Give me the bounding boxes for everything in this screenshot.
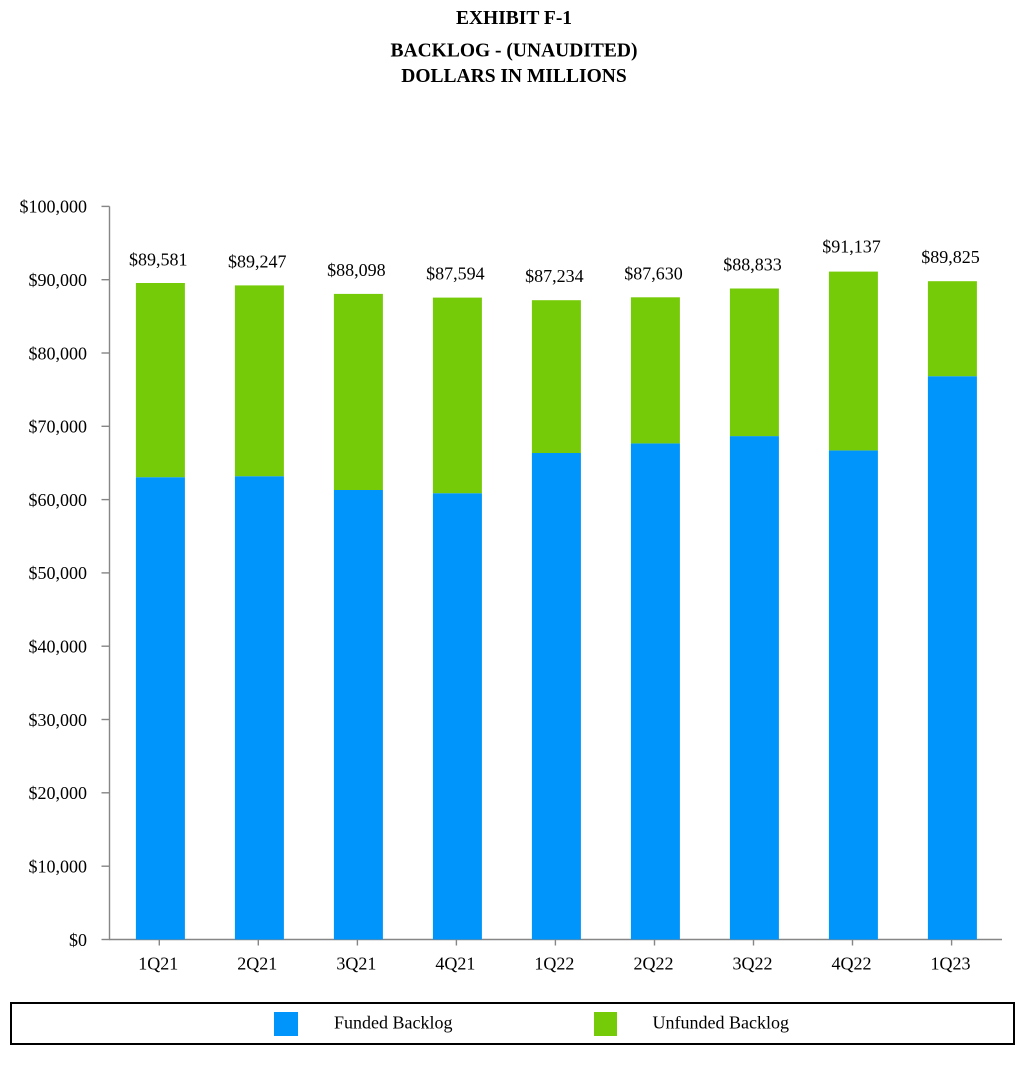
svg-text:$87,630: $87,630	[624, 263, 683, 283]
svg-text:4Q21: 4Q21	[435, 954, 475, 974]
svg-text:$60,000: $60,000	[29, 490, 88, 510]
svg-text:3Q21: 3Q21	[336, 954, 376, 974]
svg-text:$70,000: $70,000	[29, 417, 88, 437]
svg-text:$0: $0	[69, 930, 87, 950]
svg-text:EXHIBIT F-1: EXHIBIT F-1	[456, 8, 572, 29]
svg-text:$40,000: $40,000	[29, 637, 88, 657]
svg-text:$30,000: $30,000	[29, 710, 88, 730]
svg-text:$87,594: $87,594	[426, 264, 485, 284]
svg-text:$50,000: $50,000	[29, 563, 88, 583]
svg-text:$88,098: $88,098	[327, 260, 386, 280]
svg-text:1Q22: 1Q22	[534, 954, 574, 974]
svg-text:$20,000: $20,000	[29, 783, 88, 803]
svg-text:4Q22: 4Q22	[832, 954, 872, 974]
svg-text:1Q21: 1Q21	[138, 954, 178, 974]
svg-text:$100,000: $100,000	[20, 197, 88, 217]
svg-text:$89,247: $89,247	[228, 251, 287, 271]
svg-text:Funded Backlog: Funded Backlog	[334, 1013, 453, 1033]
svg-text:2Q21: 2Q21	[237, 954, 277, 974]
svg-text:1Q23: 1Q23	[931, 954, 971, 974]
svg-text:$89,581: $89,581	[129, 249, 188, 269]
svg-text:$89,825: $89,825	[921, 247, 980, 267]
svg-text:$88,833: $88,833	[723, 255, 782, 275]
svg-text:$10,000: $10,000	[29, 857, 88, 877]
svg-text:$90,000: $90,000	[29, 270, 88, 290]
svg-text:$80,000: $80,000	[29, 343, 88, 363]
svg-text:2Q22: 2Q22	[634, 954, 674, 974]
svg-text:3Q22: 3Q22	[733, 954, 773, 974]
svg-text:DOLLARS IN MILLIONS: DOLLARS IN MILLIONS	[401, 66, 627, 87]
svg-text:$87,234: $87,234	[525, 266, 584, 286]
svg-text:BACKLOG - (UNAUDITED): BACKLOG - (UNAUDITED)	[390, 41, 637, 62]
svg-text:$91,137: $91,137	[822, 237, 881, 257]
svg-text:Unfunded Backlog: Unfunded Backlog	[653, 1013, 789, 1033]
